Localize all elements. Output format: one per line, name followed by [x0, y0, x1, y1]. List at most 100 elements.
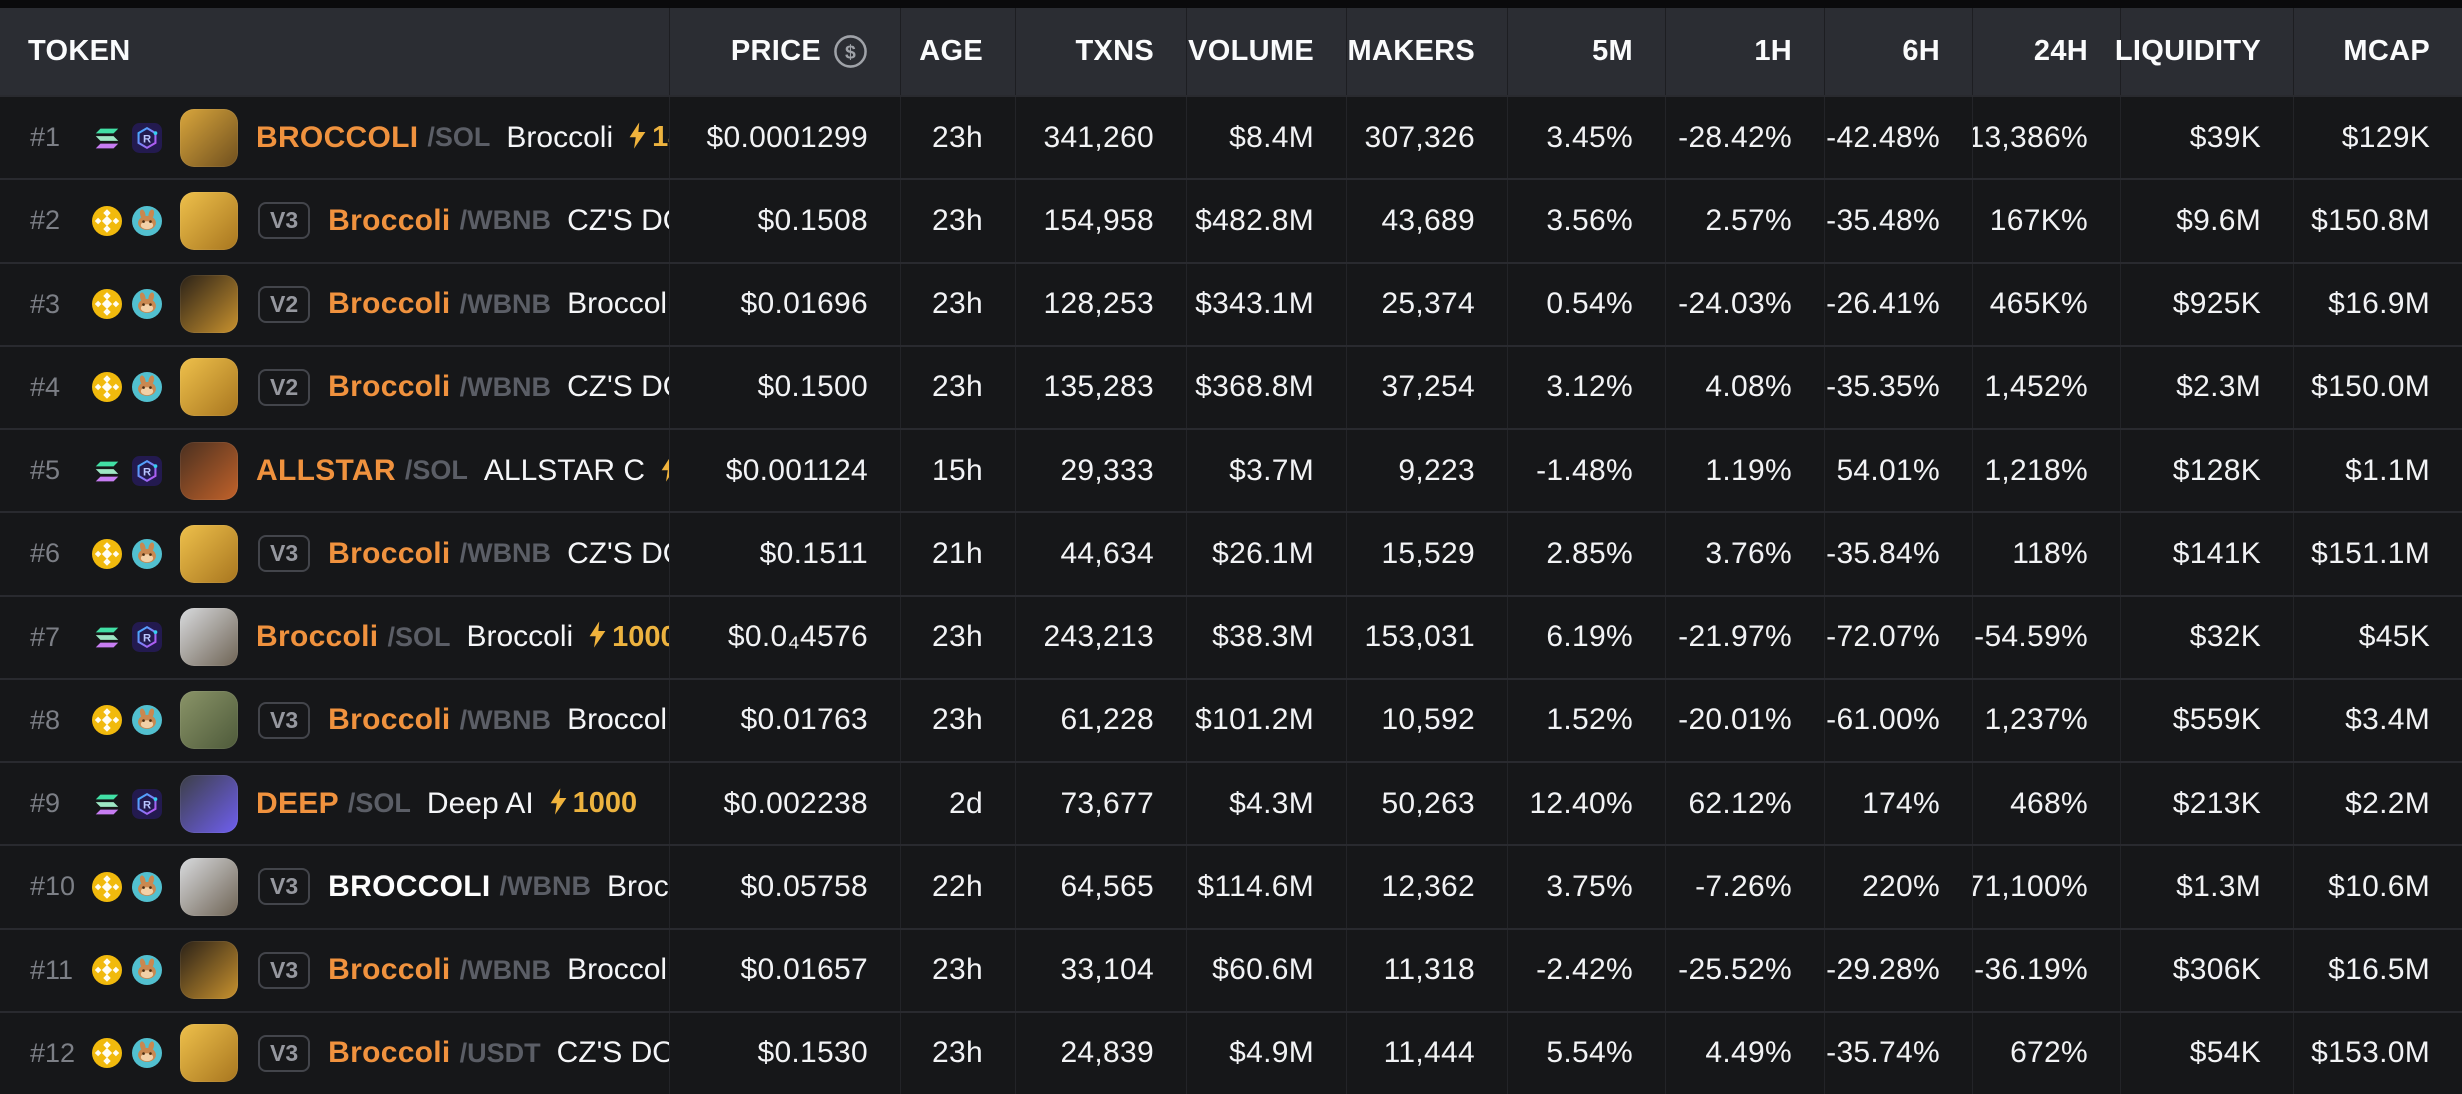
makers-cell: 15,529	[1346, 513, 1507, 595]
column-header-label: 6H	[1902, 35, 1940, 67]
column-header-price[interactable]: PRICE $	[669, 8, 900, 95]
h1-cell: -28.42%	[1665, 97, 1824, 179]
bnb-chain-icon	[92, 871, 122, 902]
token-cell[interactable]: #9 R DEEP/SOL Deep AI 1000	[0, 763, 669, 844]
volume-cell: $114.6M	[1186, 846, 1346, 928]
boost-indicator	[627, 121, 648, 155]
column-header-liquidity[interactable]: LIQUIDITY	[2115, 8, 2293, 95]
column-header-m5[interactable]: 5M	[1507, 8, 1665, 95]
price-cell: $0.1530	[669, 1012, 900, 1094]
price-cell: $0.1511	[669, 513, 900, 595]
column-header-mcap[interactable]: MCAP	[2293, 8, 2462, 95]
column-header-token[interactable]: TOKEN	[0, 8, 669, 95]
lightning-boost-icon	[627, 121, 648, 150]
token-rank: #10	[30, 871, 76, 902]
table-row[interactable]: #9 R DEEP/SOL Deep AI 1000 $0.002238 2d 73,677 $…	[0, 761, 2462, 845]
volume-cell: $368.8M	[1186, 346, 1346, 428]
pancake-dex-icon	[132, 205, 162, 236]
quote-token: /USDT	[459, 1037, 541, 1068]
mcap-cell: $10.6M	[2293, 846, 2462, 928]
lightning-boost-icon	[587, 620, 608, 649]
table-header: TOKEN PRICE $ AGE TXNS VOLUME MAKERS 5M 1H 6H 24H L…	[0, 8, 2462, 95]
token-cell[interactable]: #7 R Broccoli/SOL Broccoli 10000	[0, 597, 669, 678]
h6-cell: 174%	[1824, 763, 1972, 845]
txns-cell: 128,253	[1015, 263, 1186, 345]
makers-cell: 11,318	[1346, 929, 1507, 1011]
token-name: Broccoli	[466, 620, 574, 654]
volume-cell: $482.8M	[1186, 180, 1346, 262]
token-avatar	[180, 774, 238, 833]
bnb-chain-icon	[92, 289, 122, 320]
token-avatar	[180, 358, 238, 417]
solana-chain-icon	[92, 622, 122, 652]
column-header-makers[interactable]: MAKERS	[1346, 8, 1507, 95]
token-rank: #5	[30, 455, 61, 486]
table-row[interactable]: #10V3BROCCOLI/WBNBBrocc200$0.0575822h64,…	[0, 844, 2462, 928]
svg-text:R: R	[143, 133, 151, 145]
table-row[interactable]: #11V3Broccoli/WBNBBroccol650$0.0165723h3…	[0, 927, 2462, 1011]
table-row[interactable]: #3V2Broccoli/WBNBBroccol650$0.0169623h12…	[0, 261, 2462, 345]
price-cell: $0.001124	[669, 430, 900, 512]
token-symbol: Broccoli	[328, 703, 451, 737]
svg-text:$: $	[845, 41, 856, 63]
token-name: Brocc	[607, 869, 669, 903]
table-row[interactable]: #1 R BROCCOLI/SOL Broccoli 14000$0.000129923…	[0, 95, 2462, 179]
token-name: CZ'S DO	[556, 1036, 669, 1070]
token-avatar	[180, 275, 238, 334]
m5-cell: 2.85%	[1507, 513, 1665, 595]
column-header-h1[interactable]: 1H	[1665, 8, 1824, 95]
mcap-cell: $16.9M	[2293, 263, 2462, 345]
txns-cell: 44,634	[1015, 513, 1186, 595]
version-badge: V3	[258, 701, 311, 739]
h1-cell: 1.19%	[1665, 430, 1824, 512]
table-row[interactable]: #8V3Broccoli/WBNBBroccol600$0.0176323h61…	[0, 677, 2462, 761]
token-symbol: Broccoli	[328, 287, 451, 321]
version-badge: V3	[258, 202, 311, 240]
volume-cell: $26.1M	[1186, 513, 1346, 595]
boost-amount: 1000	[572, 787, 638, 820]
table-row[interactable]: #7 R Broccoli/SOL Broccoli 10000$0.0₄457623h…	[0, 594, 2462, 678]
lightning-boost-icon	[659, 454, 669, 483]
volume-cell: $101.2M	[1186, 679, 1346, 761]
makers-cell: 153,031	[1346, 596, 1507, 678]
column-header-h24[interactable]: 24H	[1972, 8, 2120, 95]
h1-cell: -20.01%	[1665, 679, 1824, 761]
h1-cell: -7.26%	[1665, 846, 1824, 928]
h1-cell: -24.03%	[1665, 263, 1824, 345]
token-name: Broccol	[567, 287, 668, 321]
makers-cell: 9,223	[1346, 430, 1507, 512]
token-cell[interactable]: #1 R BROCCOLI/SOL Broccoli 14000	[0, 97, 669, 178]
column-header-age[interactable]: AGE	[900, 8, 1015, 95]
solana-chain-icon	[92, 456, 122, 486]
column-header-volume[interactable]: VOLUME	[1186, 8, 1346, 95]
mcap-cell: $2.2M	[2293, 763, 2462, 845]
m5-cell: 3.45%	[1507, 97, 1665, 179]
liquidity-cell: $9.6M	[2120, 180, 2293, 262]
token-symbol: Broccoli	[328, 1036, 451, 1070]
age-cell: 23h	[900, 929, 1015, 1011]
txns-cell: 154,958	[1015, 180, 1186, 262]
volume-cell: $4.3M	[1186, 763, 1346, 845]
liquidity-cell: $128K	[2120, 430, 2293, 512]
age-cell: 23h	[900, 180, 1015, 262]
h6-cell: -35.74%	[1824, 1012, 1972, 1094]
price-cell: $0.01696	[669, 263, 900, 345]
column-header-h6[interactable]: 6H	[1824, 8, 1972, 95]
m5-cell: -1.48%	[1507, 430, 1665, 512]
solana-chain-icon	[92, 123, 122, 153]
column-header-txns[interactable]: TXNS	[1015, 8, 1186, 95]
